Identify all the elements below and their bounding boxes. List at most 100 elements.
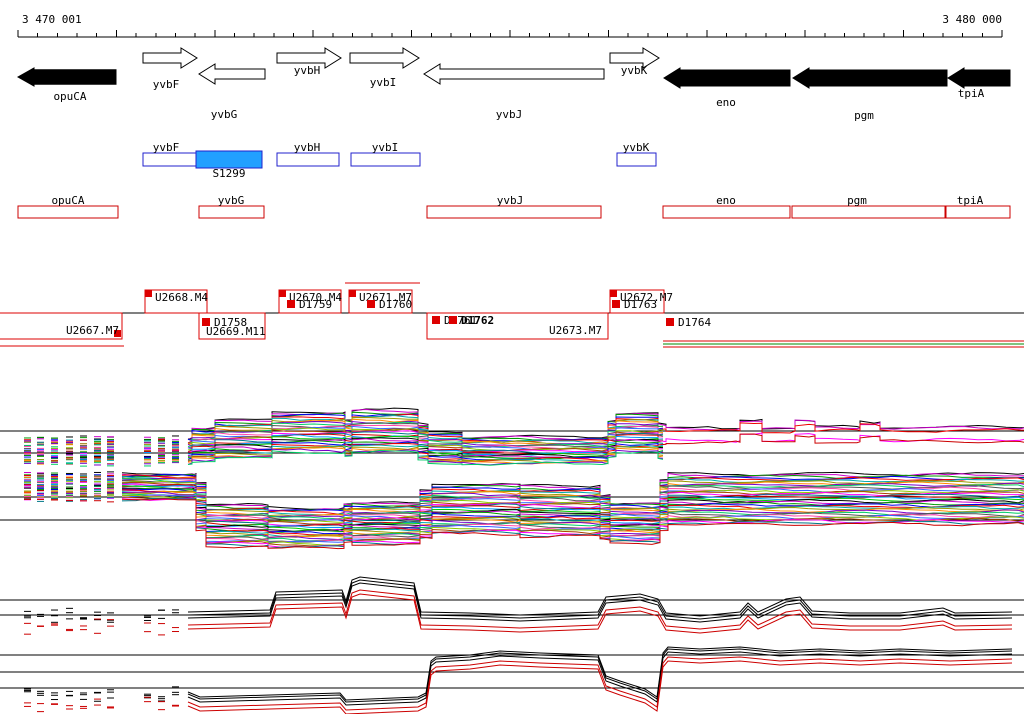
segment-U2671.M7-square[interactable] [349,290,356,297]
feature-yvbH-label: yvbH [294,141,321,154]
marker-D1763-square[interactable] [612,300,620,308]
gene-tpiA-label: tpiA [958,87,985,100]
feature-yvbI-label: yvbI [372,141,399,154]
profile-line [121,473,1024,513]
marker-D1760-square[interactable] [367,300,375,308]
segment-U2668.M4-box[interactable] [144,289,208,314]
ruler-start-label: 3 470 001 [22,13,82,26]
profile-line [121,490,1024,539]
profile-line [187,433,1024,456]
marker-D1759-label: D1759 [299,298,332,311]
profile-line [187,582,1013,623]
probe-segment-track: U2668.M4 U2670.M4 U2671.M7 U2672.M7U2667.M7… [0,282,1024,348]
gene-yvbI-arrow[interactable] [349,47,420,69]
gene-yvbJ-label: yvbJ [496,108,523,121]
ratio-profile-2 [0,646,1024,714]
gene-yvbJ-arrow[interactable] [423,63,605,85]
profile-line [121,489,1024,536]
gene-yvbK-label: yvbK [621,64,648,77]
segment-U2670.M4-label: U2670.M4 [289,291,342,304]
operon-eno-label: eno [716,194,736,207]
gene-tpiA-arrow[interactable] [947,67,1011,89]
gene-yvbK-arrow[interactable] [609,47,660,69]
segment-U2671.M7-box[interactable] [348,289,413,314]
profile-line [121,490,1024,538]
gene-yvbH-arrow[interactable] [276,47,342,69]
profile-line [121,474,1024,515]
segment-U2667.M7-box[interactable] [0,312,123,340]
profile-line [121,477,1024,517]
feature-yvbI-box[interactable] [350,152,421,167]
gene-yvbF-arrow[interactable] [142,47,198,69]
profile-line [187,449,664,466]
operon-opuCA-label: opuCA [51,194,84,207]
segment-U2670.M4-box[interactable] [278,289,342,314]
feature-S1299-box[interactable] [195,150,263,169]
operon-tpiA-label: tpiA [957,194,984,207]
expression-profile-cluster-2 [0,471,1024,550]
gene-pgm-arrow[interactable] [792,67,948,89]
profile-line [121,471,1024,510]
profile-line [187,656,1013,711]
gene-pgm-label: pgm [854,109,874,122]
profile-line [187,576,1013,617]
operon-eno-box[interactable] [662,205,791,219]
marker-D1758-square[interactable] [202,318,210,326]
segment-U2667.M7-square[interactable] [114,330,121,337]
segment-U2672.M7-box[interactable] [609,289,665,314]
gene-yvbF-label: yvbF [153,78,180,91]
feature-yvbH-box[interactable] [276,152,340,167]
profile-line [121,493,1024,542]
profile-line [121,480,1024,521]
profile-line [121,472,1024,512]
segment-U2673.M7-box[interactable] [426,312,609,340]
marker-D1761-square[interactable] [432,316,440,324]
segment-U2670.M4-square[interactable] [279,290,286,297]
marker-D1764-square[interactable] [666,318,674,326]
transcript-feature-track: yvbF S1299 yvbH yvbI yvbK [142,141,657,180]
gene-eno-arrow[interactable] [663,67,791,89]
segment-U2672.M7-label: U2672.M7 [620,291,673,304]
marker-D1762-square[interactable] [449,316,457,324]
operon-yvbJ-box[interactable] [426,205,602,219]
gene-opuCA-label: opuCA [53,90,86,103]
feature-yvbK-label: yvbK [623,141,650,154]
operon-box-track: opuCA yvbG yvbJ eno pgm tpiA [17,194,1011,219]
profile-line [187,660,1013,714]
profile-line [121,484,1024,528]
segment-U2669.M11-label: U2669.M11 [206,325,266,338]
gene-yvbG-arrow[interactable] [198,63,266,85]
profile-line [121,497,1024,548]
operon-tpiA-box[interactable] [944,205,1011,219]
expression-profile-cluster-1 [0,407,1024,467]
operon-yvbG-box[interactable] [198,205,265,219]
profile-line [121,496,1024,547]
feature-yvbK-box[interactable] [616,152,657,167]
profile-line [121,490,1024,538]
segment-U2668.M4-label: U2668.M4 [155,291,208,304]
segment-U2673.M7-label: U2673.M7 [549,324,602,337]
profile-line [121,487,1024,533]
feature-yvbF-box[interactable] [142,152,197,167]
operon-opuCA-box[interactable] [17,205,119,219]
marker-D1764-label: D1764 [678,316,711,329]
ruler-end-label: 3 480 000 [942,13,1002,26]
profile-line [121,478,1024,520]
profile-line [187,593,1013,634]
gene-opuCA-arrow[interactable] [16,67,117,87]
profile-line [121,475,1024,516]
profile-line [187,413,1024,444]
feature-S1299-label: S1299 [212,167,245,180]
operon-pgm-box[interactable] [791,205,947,219]
profile-line [121,493,1024,543]
marker-D1759-square[interactable] [287,300,295,308]
profile-line [187,589,1013,630]
gene-yvbH-label: yvbH [294,64,321,77]
segment-U2668.M4-square[interactable] [145,290,152,297]
segment-U2667.M7-label: U2667.M7 [66,324,119,337]
coordinate-ruler: 3 470 001 3 480 000 [17,13,1003,38]
segment-U2669.M11-box[interactable] [198,312,266,340]
segment-U2672.M7-square[interactable] [610,290,617,297]
